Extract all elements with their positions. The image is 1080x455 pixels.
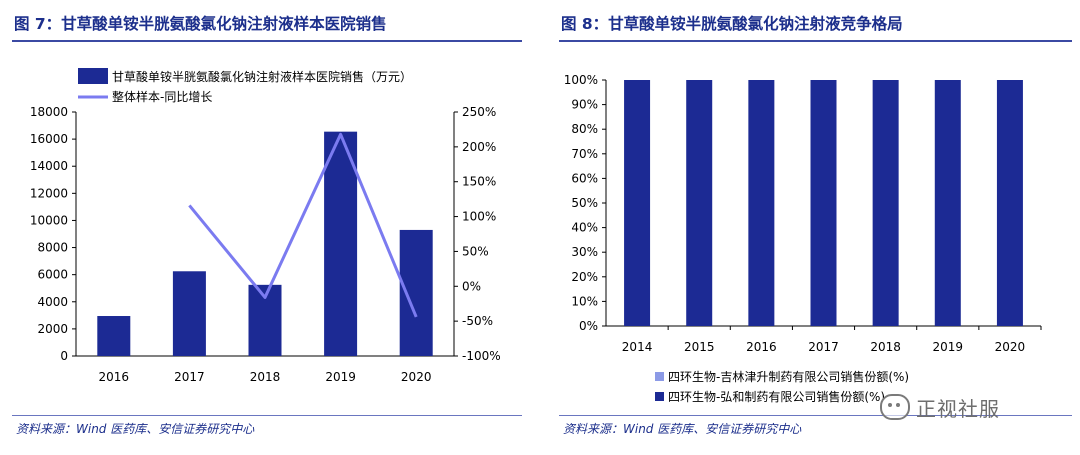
x-tick-label: 2014 <box>622 340 653 354</box>
left-y-tick-label: 0 <box>60 349 68 363</box>
right-y-tick-label: 0% <box>462 279 481 293</box>
x-tick-label: 2017 <box>174 370 205 384</box>
share-bar-honghe <box>934 80 961 326</box>
left-y-tick-label: 4000 <box>37 295 68 309</box>
wechat-icon <box>880 394 910 420</box>
left-y-tick-label: 10000 <box>30 213 68 227</box>
left-y-tick-label: 6000 <box>37 268 68 282</box>
x-tick-label: 2016 <box>746 340 777 354</box>
left-y-tick-label: 18000 <box>30 105 68 119</box>
x-tick-label: 2015 <box>684 340 715 354</box>
legend-swatch-sales <box>78 68 108 84</box>
y-tick-label: 90% <box>571 98 598 112</box>
y-tick-label: 60% <box>571 171 598 185</box>
left-y-tick-label: 2000 <box>37 322 68 336</box>
right-y-tick-label: 200% <box>462 140 496 154</box>
figure-8-panel: 图 8：甘草酸单铵半胱氨酸氯化钠注射液竞争格局 0% 10% 20% 30% 40% 50… <box>547 0 1080 455</box>
x-tick-label: 2016 <box>99 370 130 384</box>
x-tick-label: 2018 <box>250 370 281 384</box>
left-y-tick-label: 16000 <box>30 132 68 146</box>
watermark-text: 正视社服 <box>916 396 1000 421</box>
legend-label-growth: 整体样本-同比增长 <box>112 89 212 104</box>
sales-bar <box>97 316 131 356</box>
figure-7-title: 图 7：甘草酸单铵半胱氨酸氯化钠注射液样本医院销售 <box>14 15 387 33</box>
figure-7-panel: 图 7：甘草酸单铵半胱氨酸氯化钠注射液样本医院销售 0 2000 4000 6000 8… <box>0 0 530 455</box>
x-tick-label: 2017 <box>808 340 839 354</box>
left-y-tick-label: 8000 <box>37 241 68 255</box>
y-tick-label: 100% <box>564 73 598 87</box>
legend-label-jilin: 四环生物-吉林津升制药有限公司销售份额(%) <box>668 369 909 384</box>
watermark: 正视社服 <box>880 392 1000 422</box>
right-y-tick-label: -50% <box>462 314 493 328</box>
legend-swatch-honghe <box>655 392 664 401</box>
right-y-tick-label: 100% <box>462 210 496 224</box>
figure-8-title-rule <box>559 40 1072 42</box>
right-y-tick-label: -100% <box>462 349 501 363</box>
y-tick-label: 70% <box>571 147 598 161</box>
x-tick-label: 2018 <box>870 340 901 354</box>
growth-line <box>188 132 418 318</box>
figure-7-source: 资料来源：Wind 医药库、安信证券研究中心 <box>16 422 255 436</box>
y-tick-label: 40% <box>571 221 598 235</box>
share-bar-honghe <box>872 80 899 326</box>
share-bar-honghe <box>810 80 837 326</box>
legend-swatch-jilin <box>655 372 664 381</box>
figure-8-source-rule <box>559 415 1072 416</box>
share-bar-honghe <box>624 80 651 326</box>
legend-label-honghe: 四环生物-弘和制药有限公司销售份额(%) <box>668 389 885 404</box>
y-tick-label: 50% <box>571 196 598 210</box>
x-tick-label: 2019 <box>325 370 356 384</box>
figure-8-chart: 0% 10% 20% 30% 40% 50% 60% 70% 80% 90% 100% 2014 201… <box>564 73 1042 404</box>
left-y-tick-label: 12000 <box>30 186 68 200</box>
y-tick-label: 20% <box>571 270 598 284</box>
figure-8-source: 资料来源：Wind 医药库、安信证券研究中心 <box>563 422 802 436</box>
legend-label-sales: 甘草酸单铵半胱氨酸氯化钠注射液样本医院销售（万元） <box>112 69 412 84</box>
left-y-tick-label: 14000 <box>30 159 68 173</box>
x-tick-label: 2020 <box>995 340 1026 354</box>
share-bar-honghe <box>748 80 775 326</box>
y-tick-label: 80% <box>571 122 598 136</box>
sales-bar <box>324 131 358 356</box>
y-tick-label: 0% <box>579 319 598 333</box>
figure-8-title: 图 8：甘草酸单铵半胱氨酸氯化钠注射液竞争格局 <box>561 15 903 33</box>
figure-7-title-rule <box>12 40 522 42</box>
right-y-tick-label: 50% <box>462 244 489 258</box>
figure-7-source-rule <box>12 415 522 416</box>
right-y-tick-label: 150% <box>462 175 496 189</box>
figure-7-chart: 0 2000 4000 6000 8000 10000 12000 14000 16000 180… <box>30 68 501 384</box>
right-y-tick-label: 250% <box>462 105 496 119</box>
x-tick-label: 2020 <box>401 370 432 384</box>
share-bar-honghe <box>686 80 713 326</box>
y-tick-label: 30% <box>571 245 598 259</box>
y-tick-label: 10% <box>571 294 598 308</box>
share-bar-honghe <box>996 80 1023 326</box>
sales-bar <box>172 271 206 356</box>
x-tick-label: 2019 <box>933 340 964 354</box>
